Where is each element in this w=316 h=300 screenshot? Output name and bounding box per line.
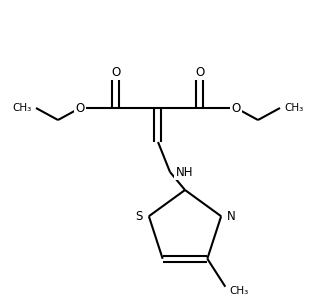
Text: CH₃: CH₃ xyxy=(13,103,32,113)
Text: O: O xyxy=(76,101,85,115)
Text: NH: NH xyxy=(176,166,193,178)
Text: O: O xyxy=(111,65,121,79)
Text: S: S xyxy=(136,210,143,223)
Text: CH₃: CH₃ xyxy=(284,103,303,113)
Text: CH₃: CH₃ xyxy=(229,286,249,296)
Text: O: O xyxy=(231,101,240,115)
Text: O: O xyxy=(195,65,205,79)
Text: N: N xyxy=(227,210,236,223)
